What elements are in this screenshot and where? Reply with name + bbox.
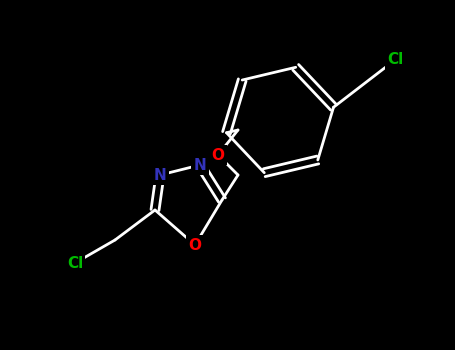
Text: N: N bbox=[194, 158, 207, 173]
Text: Cl: Cl bbox=[387, 52, 403, 68]
Text: Cl: Cl bbox=[67, 256, 83, 271]
Text: O: O bbox=[212, 147, 224, 162]
Text: N: N bbox=[154, 168, 167, 182]
Text: O: O bbox=[188, 238, 202, 252]
